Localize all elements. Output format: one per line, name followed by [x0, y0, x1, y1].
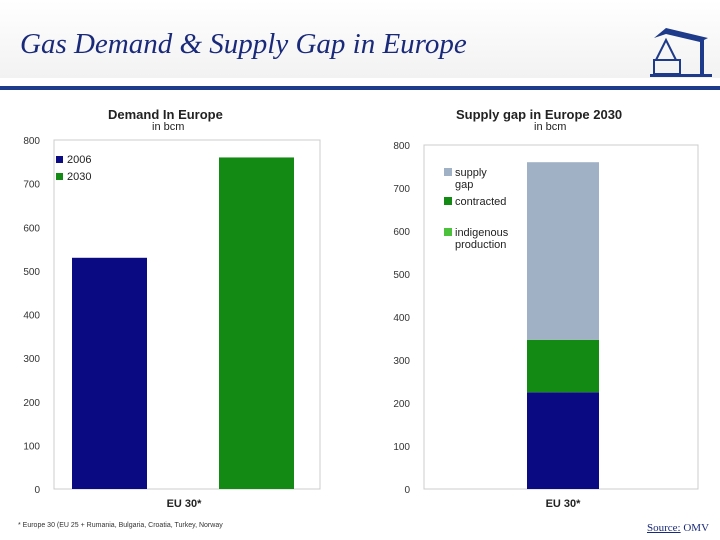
- demand-chart-panel: Demand In Europe in bcm 0 100 200 300 400 500…: [14, 100, 324, 518]
- supply-legend-swatch-0: [444, 168, 452, 176]
- supply-category-label: EU 30*: [546, 498, 582, 510]
- supply-ytick-label: 600: [393, 227, 410, 238]
- supply-bar-supply-gap: [527, 162, 599, 340]
- demand-ytick-label: 500: [23, 267, 40, 278]
- supply-legend-swatch-2: [444, 228, 452, 236]
- demand-ytick-label: 800: [23, 136, 40, 147]
- supply-gap-chart-panel: Supply gap in Europe 2030 in bcm 0 100 200…: [380, 100, 704, 518]
- supply-chart-subtitle: in bcm: [534, 121, 567, 133]
- header: Gas Demand & Supply Gap in Europe: [0, 0, 720, 90]
- demand-chart-title: Demand In Europe: [108, 107, 223, 122]
- demand-ytick-label: 700: [23, 180, 40, 191]
- supply-legend-label: indigenous production: [455, 227, 509, 251]
- source-note: Source: OMV: [647, 522, 709, 534]
- demand-legend-label: 2006: [67, 154, 91, 166]
- demand-chart-subtitle: in bcm: [152, 121, 185, 133]
- supply-bar-indigenous-production: [527, 392, 599, 489]
- demand-bar-2006: [72, 257, 147, 489]
- demand-ytick-label: 300: [23, 354, 40, 365]
- supply-ytick-label: 400: [393, 313, 410, 324]
- demand-ytick-label: 200: [23, 398, 40, 409]
- supply-ytick-label: 200: [393, 399, 410, 410]
- supply-ytick-label: 0: [404, 485, 410, 496]
- supply-bar-contracted: [527, 339, 599, 393]
- supply-legend-swatch-1: [444, 197, 452, 205]
- supply-legend-label: supply gap: [455, 167, 487, 191]
- demand-chart: 0 100 200 300 400 500 600 700 800 2006 2030 EU 30*: [23, 136, 321, 510]
- demand-ytick-label: 0: [34, 485, 40, 496]
- supply-ytick-label: 800: [393, 141, 410, 152]
- supply-legend-label: contracted: [455, 196, 506, 208]
- header-rule: [0, 86, 720, 90]
- demand-ytick-label: 600: [23, 223, 40, 234]
- page-title: Gas Demand & Supply Gap in Europe: [20, 28, 467, 60]
- supply-ytick-label: 300: [393, 356, 410, 367]
- demand-legend-swatch-2006: [56, 156, 63, 163]
- supply-gap-chart: 0 100 200 300 400 500 600 700 800 supply gap contra…: [393, 141, 699, 510]
- demand-bar-2030: [219, 157, 294, 489]
- header-band: [0, 0, 720, 78]
- supply-ytick-label: 500: [393, 270, 410, 281]
- source-value: OMV: [683, 522, 710, 534]
- demand-category-label: EU 30*: [167, 498, 203, 510]
- demand-ytick-label: 100: [23, 441, 40, 452]
- supply-chart-title: Supply gap in Europe 2030: [456, 107, 623, 122]
- oil-pump-icon: [650, 28, 712, 77]
- footnote: * Europe 30 (EU 25 + Rumania, Bulgaria, …: [18, 522, 223, 529]
- supply-ytick-label: 100: [393, 442, 410, 453]
- demand-legend-label: 2030: [67, 171, 91, 183]
- supply-ytick-label: 700: [393, 184, 410, 195]
- source-label: Source:: [647, 522, 681, 534]
- demand-legend-swatch-2030: [56, 173, 63, 180]
- demand-ytick-label: 400: [23, 311, 40, 322]
